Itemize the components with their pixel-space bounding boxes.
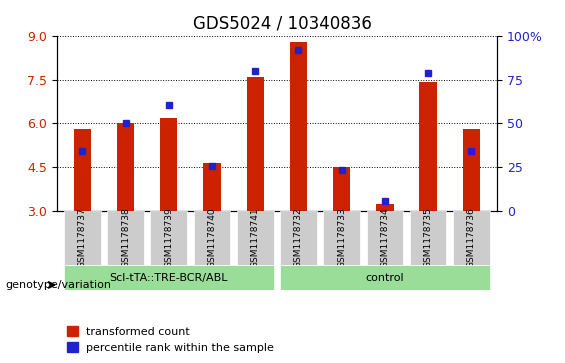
Bar: [203, 163, 221, 211]
Bar: [160, 118, 177, 211]
FancyBboxPatch shape: [367, 211, 403, 265]
Text: GSM1178739: GSM1178739: [164, 207, 173, 268]
Bar: [333, 167, 350, 211]
FancyBboxPatch shape: [453, 211, 490, 265]
FancyBboxPatch shape: [194, 211, 231, 265]
FancyBboxPatch shape: [323, 211, 360, 265]
Text: GSM1178736: GSM1178736: [467, 207, 476, 268]
Text: GSM1178737: GSM1178737: [78, 207, 87, 268]
Text: GSM1178734: GSM1178734: [380, 207, 389, 268]
Text: genotype/variation: genotype/variation: [6, 280, 112, 290]
FancyBboxPatch shape: [107, 211, 144, 265]
Text: GSM1178733: GSM1178733: [337, 207, 346, 268]
Bar: [290, 42, 307, 211]
Bar: [246, 77, 264, 211]
FancyBboxPatch shape: [237, 211, 273, 265]
Text: GDS5024 / 10340836: GDS5024 / 10340836: [193, 15, 372, 33]
FancyBboxPatch shape: [280, 211, 317, 265]
Text: GSM1178732: GSM1178732: [294, 207, 303, 268]
Bar: [463, 129, 480, 211]
Bar: [74, 129, 91, 211]
FancyBboxPatch shape: [64, 265, 273, 290]
Bar: [419, 82, 437, 211]
FancyBboxPatch shape: [150, 211, 187, 265]
Text: control: control: [366, 273, 404, 283]
FancyBboxPatch shape: [410, 211, 446, 265]
FancyBboxPatch shape: [280, 265, 490, 290]
Text: GSM1178741: GSM1178741: [251, 207, 260, 268]
Text: GSM1178738: GSM1178738: [121, 207, 130, 268]
Bar: [376, 204, 393, 211]
Text: GSM1178735: GSM1178735: [424, 207, 433, 268]
FancyBboxPatch shape: [64, 211, 101, 265]
Text: GSM1178740: GSM1178740: [207, 207, 216, 268]
Bar: [117, 123, 134, 211]
Legend: transformed count, percentile rank within the sample: transformed count, percentile rank withi…: [62, 322, 279, 358]
Text: Scl-tTA::TRE-BCR/ABL: Scl-tTA::TRE-BCR/ABL: [110, 273, 228, 283]
